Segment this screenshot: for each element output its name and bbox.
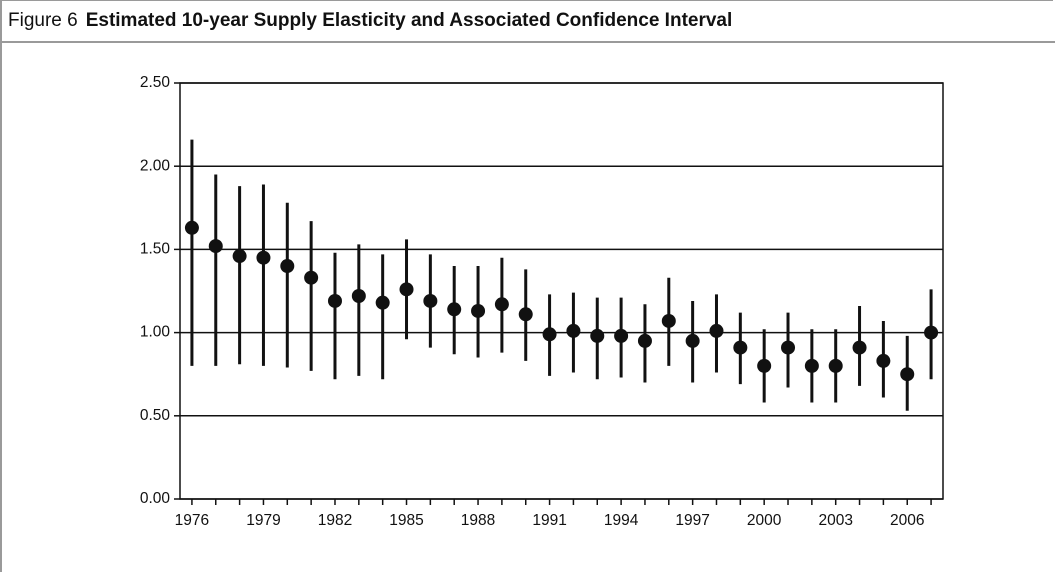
point — [208, 239, 223, 254]
x-tick-label: 2006 — [890, 512, 924, 529]
point — [280, 259, 295, 274]
point — [447, 302, 462, 317]
x-tick-label: 1982 — [318, 512, 352, 529]
x-tick-label: 2000 — [747, 512, 782, 529]
x-tick-label: 1979 — [246, 512, 280, 529]
point — [375, 295, 390, 310]
y-tick-label: 1.00 — [140, 324, 171, 341]
y-tick-label: 0.00 — [140, 490, 171, 507]
x-tick-label: 1991 — [532, 512, 566, 529]
point — [471, 303, 486, 318]
x-tick-label: 1997 — [675, 512, 709, 529]
point — [423, 293, 438, 308]
point — [685, 333, 700, 348]
point — [494, 297, 509, 312]
point — [232, 249, 247, 264]
point — [661, 313, 676, 328]
y-tick-label: 1.50 — [140, 240, 171, 257]
point — [518, 307, 533, 322]
x-tick-label: 2003 — [818, 512, 852, 529]
point — [590, 328, 605, 343]
point — [804, 358, 819, 373]
point — [757, 358, 772, 373]
point — [351, 288, 366, 303]
x-tick-label: 1976 — [175, 512, 209, 529]
point — [327, 293, 342, 308]
point — [184, 220, 199, 235]
point — [566, 323, 581, 338]
figure-label: Figure 6 — [8, 10, 78, 31]
point — [924, 325, 939, 340]
point — [900, 367, 915, 382]
x-tick-label: 1988 — [461, 512, 495, 529]
figure-header: Figure 6 Estimated 10-year Supply Elastic… — [0, 0, 1055, 43]
point — [399, 282, 414, 297]
point — [542, 327, 557, 342]
point — [256, 250, 271, 265]
x-tick-label: 1985 — [389, 512, 423, 529]
x-tick-label: 1994 — [604, 512, 639, 529]
y-tick-label: 2.50 — [140, 74, 171, 91]
point — [828, 358, 843, 373]
point — [637, 333, 652, 348]
point — [852, 340, 867, 355]
point — [709, 323, 724, 338]
y-tick-label: 2.00 — [140, 157, 171, 174]
chart-title: Estimated 10-year Supply Elasticity and … — [85, 10, 733, 31]
y-tick-label: 0.50 — [140, 407, 171, 424]
point — [614, 328, 629, 343]
point — [304, 270, 319, 285]
plot-border — [179, 82, 944, 500]
point — [876, 353, 891, 368]
point — [781, 340, 796, 355]
point — [733, 340, 748, 355]
